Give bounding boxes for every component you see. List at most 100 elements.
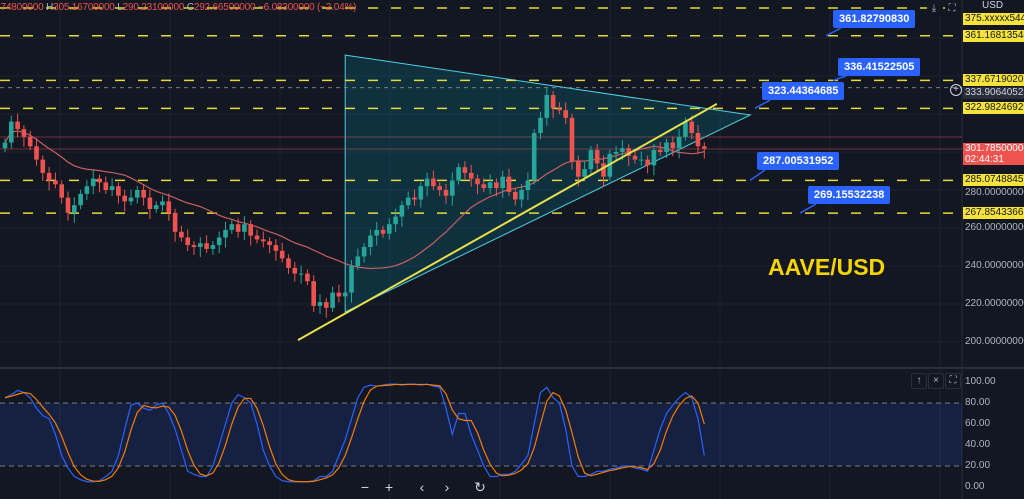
stoch-tick-label: 100.00 bbox=[965, 376, 996, 387]
candle-down bbox=[462, 167, 468, 173]
candle-down bbox=[702, 146, 707, 149]
candle-up bbox=[582, 169, 587, 177]
price-callout[interactable]: 336.41522505 bbox=[838, 58, 921, 76]
stoch-tick-label: 40.00 bbox=[965, 439, 991, 450]
candle-up bbox=[424, 178, 430, 187]
move-pane-up-button[interactable]: ↑ bbox=[911, 373, 927, 389]
candle-up bbox=[487, 182, 493, 189]
candle-down bbox=[563, 110, 568, 118]
level-price-label: 361.16813544 bbox=[963, 30, 1024, 42]
candle-down bbox=[645, 159, 650, 166]
candle-up bbox=[399, 205, 405, 217]
currency-badge[interactable]: USD bbox=[978, 0, 1008, 12]
stoch-tick-label: 20.00 bbox=[965, 460, 991, 471]
candle-up bbox=[393, 216, 398, 225]
candle-down bbox=[324, 302, 329, 308]
scroll-right-button[interactable]: › bbox=[444, 479, 450, 495]
candle-down bbox=[179, 231, 184, 238]
zoom-in-button[interactable]: + bbox=[384, 479, 394, 495]
candle-up bbox=[355, 256, 361, 266]
candle-up bbox=[664, 142, 669, 152]
candle-up bbox=[84, 186, 90, 194]
candle-up bbox=[500, 176, 505, 189]
candle-up bbox=[651, 150, 657, 166]
candle-down bbox=[254, 235, 260, 240]
candle-up bbox=[160, 201, 165, 206]
candle-down bbox=[431, 178, 436, 187]
high-key: H bbox=[46, 2, 54, 13]
reset-chart-button[interactable]: ↻ bbox=[474, 479, 486, 495]
candle-down bbox=[103, 182, 109, 190]
scroll-left-button[interactable]: ‹ bbox=[419, 479, 425, 495]
candle-down bbox=[305, 273, 310, 282]
candle-down bbox=[185, 237, 190, 246]
candle-up bbox=[387, 224, 392, 234]
stoch-k-line bbox=[4, 383, 705, 483]
price-callout[interactable]: 287.00531952 bbox=[757, 152, 840, 170]
bar-countdown: 02:44:31 bbox=[965, 154, 1004, 165]
price-callout[interactable]: 269.15532238 bbox=[808, 186, 891, 204]
candle-up bbox=[216, 237, 222, 246]
candle-down bbox=[569, 117, 575, 162]
candle-up bbox=[531, 133, 537, 181]
candle-up bbox=[588, 150, 594, 170]
candle-down bbox=[191, 245, 197, 247]
candle-down bbox=[279, 250, 285, 259]
candle-up bbox=[676, 136, 682, 149]
price-tick-label: 200.00000000 bbox=[965, 336, 1024, 347]
candle-up bbox=[210, 245, 216, 249]
close-pane-button[interactable]: × bbox=[928, 373, 944, 389]
candle-up bbox=[78, 193, 83, 206]
level-price-label: 322.98246929 bbox=[963, 102, 1024, 114]
price-tick-label: 280.00000000 bbox=[965, 187, 1024, 198]
candle-down bbox=[21, 129, 27, 137]
candle-down bbox=[594, 150, 600, 164]
zoom-out-button[interactable]: − bbox=[360, 479, 370, 495]
candle-up bbox=[153, 205, 159, 209]
candle-up bbox=[368, 235, 373, 247]
candle-up bbox=[128, 197, 134, 202]
candle-down bbox=[59, 184, 64, 198]
candle-up bbox=[242, 224, 247, 232]
download-icon[interactable]: ⤓ bbox=[927, 2, 941, 16]
stoch-tick-label: 0.00 bbox=[965, 481, 985, 492]
candle-up bbox=[620, 148, 625, 152]
candle-up bbox=[519, 190, 524, 200]
maximize-pane-button[interactable]: ⛶ bbox=[945, 373, 961, 389]
candle-down bbox=[437, 186, 442, 190]
candle-up bbox=[198, 243, 203, 247]
candle-up bbox=[544, 95, 550, 118]
stoch-tick-label: 80.00 bbox=[965, 397, 991, 408]
candle-down bbox=[53, 180, 58, 185]
candle-down bbox=[122, 195, 127, 202]
candle-up bbox=[342, 292, 348, 297]
candle-down bbox=[147, 197, 153, 209]
candle-down bbox=[15, 121, 20, 130]
level-price-label: 267.85433661 bbox=[963, 207, 1024, 219]
candle-up bbox=[418, 186, 424, 200]
price-callout[interactable]: 361.82790830 bbox=[833, 10, 916, 28]
ohlc-close: 292.66500000 bbox=[193, 2, 256, 13]
candle-down bbox=[267, 241, 272, 246]
maximize-icon[interactable]: ⛶ bbox=[945, 2, 959, 16]
add-alert-icon[interactable]: + bbox=[950, 84, 962, 96]
candle-down bbox=[166, 201, 172, 213]
candle-down bbox=[34, 146, 39, 160]
candle-down bbox=[689, 121, 694, 133]
level-price-label: 337.67190207 bbox=[963, 74, 1024, 86]
candle-down bbox=[695, 133, 701, 147]
candle-down bbox=[481, 184, 487, 189]
ohlc-legend: .74800000 H305.16700000 L290.23100000 C2… bbox=[0, 2, 356, 13]
price-callout[interactable]: 323.44364685 bbox=[762, 82, 845, 100]
candle-up bbox=[683, 121, 688, 137]
last-price-value: 301.785000000 bbox=[965, 143, 1024, 154]
candle-down bbox=[292, 267, 298, 274]
pair-label: AAVE/USD bbox=[768, 254, 886, 280]
candle-down bbox=[116, 186, 121, 196]
price-tick-label: 240.00000000 bbox=[965, 260, 1024, 271]
stoch-d-line bbox=[4, 383, 705, 483]
candle-down bbox=[494, 182, 499, 189]
candle-up bbox=[135, 190, 140, 198]
ascending-trendline bbox=[297, 103, 718, 341]
